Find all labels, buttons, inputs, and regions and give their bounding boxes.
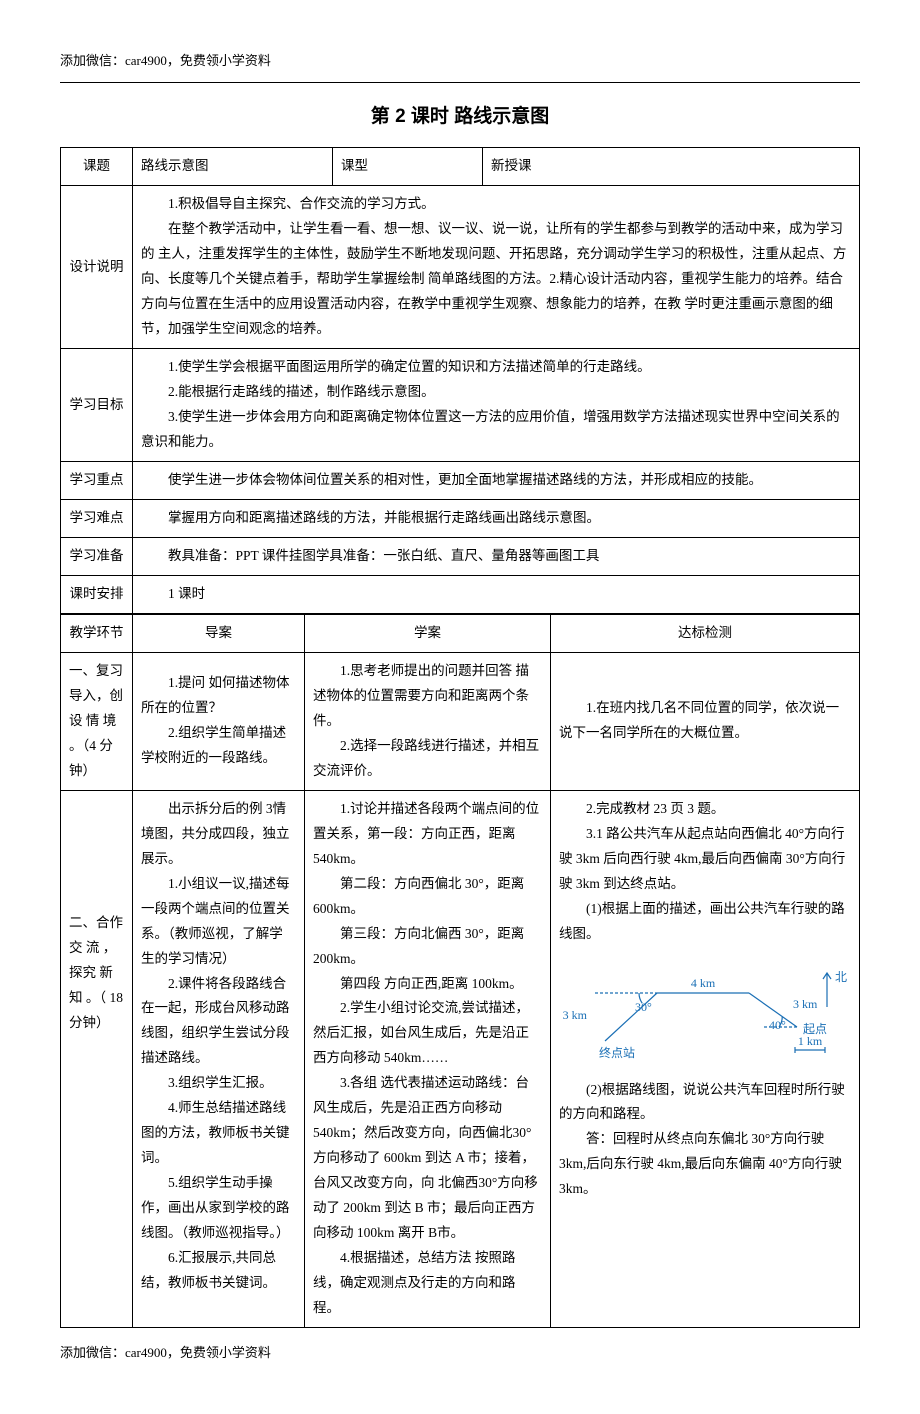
- sec2-dabiao-p2: (2)根据路线图，说说公共汽车回程时所行驶的方向和路程。 答：回程时从终点向东偏…: [559, 1078, 851, 1203]
- sec2-daoan: 出示拆分后的例 3情境图，共分成四段，独立展示。 1.小组议一议,描述每一段两个…: [133, 790, 305, 1327]
- sec1-daoan-text: 1.提问 如何描述物体所在的位置？ 2.组织学生简单描述学校附近的一段路线。: [141, 671, 296, 771]
- svg-text:3 km: 3 km: [793, 997, 818, 1011]
- header-note: 添加微信：car4900，免费领小学资料: [60, 50, 860, 72]
- table-row: 二、合作交 流 ，探究 新 知 。（ 18 分钟） 出示拆分后的例 3情境图，共…: [61, 790, 860, 1327]
- label-topic: 课题: [61, 148, 133, 186]
- sec1-xuean: 1.思考老师提出的问题并回答 描述物体的位置需要方向和距离两个条件。 2.选择一…: [305, 652, 551, 790]
- sec2-xuean-text: 1.讨论并描述各段两个端点间的位置关系，第一段：方向正西，距离 540km。 第…: [313, 797, 542, 1321]
- sec1-label: 一、复习导入，创设 情 境 。（4 分钟）: [61, 652, 133, 790]
- sec1-dabiao: 1.在班内找几名不同位置的同学，依次说一说下一名同学所在的大概位置。: [551, 652, 860, 790]
- table-row: 学习目标 1.使学生学会根据平面图运用所学的确定位置的知识和方法描述简单的行走路…: [61, 349, 860, 462]
- page-title: 第 2 课时 路线示意图: [60, 101, 860, 133]
- sec1-daoan: 1.提问 如何描述物体所在的位置？ 2.组织学生简单描述学校附近的一段路线。: [133, 652, 305, 790]
- value-difficulty: 掌握用方向和距离描述路线的方法，并能根据行走路线画出路线示意图。: [133, 500, 860, 538]
- table-row: 学习难点 掌握用方向和距离描述路线的方法，并能根据行走路线画出路线示意图。: [61, 500, 860, 538]
- label-prep: 学习准备: [61, 537, 133, 575]
- lesson-plan-table: 课题 路线示意图 课型 新授课 设计说明 1.积极倡导自主探究、合作交流的学习方…: [60, 147, 860, 614]
- label-focus: 学习重点: [61, 462, 133, 500]
- svg-text:终点站: 终点站: [599, 1045, 635, 1060]
- col-header-xuean: 学案: [305, 614, 551, 652]
- svg-text:1 km: 1 km: [798, 1034, 823, 1048]
- lesson-plan-body-table: 教学环节 导案 学案 达标检测 一、复习导入，创设 情 境 。（4 分钟） 1.…: [60, 614, 860, 1328]
- sec1-xuean-text: 1.思考老师提出的问题并回答 描述物体的位置需要方向和距离两个条件。 2.选择一…: [313, 659, 542, 784]
- svg-text:4 km: 4 km: [691, 976, 716, 990]
- design-text: 1.积极倡导自主探究、合作交流的学习方式。 在整个教学活动中，让学生看一看、想一…: [141, 192, 851, 342]
- sec2-label: 二、合作交 流 ，探究 新 知 。（ 18 分钟）: [61, 790, 133, 1327]
- value-design: 1.积极倡导自主探究、合作交流的学习方式。 在整个教学活动中，让学生看一看、想一…: [133, 186, 860, 349]
- table-row: 一、复习导入，创设 情 境 。（4 分钟） 1.提问 如何描述物体所在的位置？ …: [61, 652, 860, 790]
- label-difficulty: 学习难点: [61, 500, 133, 538]
- col-header-dabiao: 达标检测: [551, 614, 860, 652]
- table-row: 学习重点 使学生进一步体会物体间位置关系的相对性，更加全面地掌握描述路线的方法，…: [61, 462, 860, 500]
- value-type: 新授课: [483, 148, 860, 186]
- route-svg: 北4 km3 km3 km30°40°起点终点站1 km: [559, 955, 849, 1063]
- route-diagram: 北4 km3 km3 km30°40°起点终点站1 km: [559, 955, 851, 1072]
- value-goal: 1.使学生学会根据平面图运用所学的确定位置的知识和方法描述简单的行走路线。 2.…: [133, 349, 860, 462]
- value-topic: 路线示意图: [133, 148, 333, 186]
- value-time: 1 课时: [133, 575, 860, 613]
- sec2-daoan-text: 出示拆分后的例 3情境图，共分成四段，独立展示。 1.小组议一议,描述每一段两个…: [141, 797, 296, 1296]
- header-rule: [60, 82, 860, 83]
- label-env: 教学环节: [61, 614, 133, 652]
- label-type: 课型: [333, 148, 483, 186]
- table-row: 学习准备 教具准备：PPT 课件挂图学具准备：一张白纸、直尺、量角器等画图工具: [61, 537, 860, 575]
- svg-text:40°: 40°: [769, 1018, 786, 1032]
- sec2-dabiao-p1: 2.完成教材 23 页 3 题。 3.1 路公共汽车从起点站向西偏北 40°方向…: [559, 797, 851, 947]
- svg-text:3 km: 3 km: [563, 1008, 588, 1022]
- table-row: 设计说明 1.积极倡导自主探究、合作交流的学习方式。 在整个教学活动中，让学生看…: [61, 186, 860, 349]
- sec1-dabiao-text: 1.在班内找几名不同位置的同学，依次说一说下一名同学所在的大概位置。: [559, 696, 851, 746]
- label-time: 课时安排: [61, 575, 133, 613]
- value-focus: 使学生进一步体会物体间位置关系的相对性，更加全面地掌握描述路线的方法，并形成相应…: [133, 462, 860, 500]
- table-row: 课题 路线示意图 课型 新授课: [61, 148, 860, 186]
- table-row: 课时安排 1 课时: [61, 575, 860, 613]
- table-row: 教学环节 导案 学案 达标检测: [61, 614, 860, 652]
- svg-text:30°: 30°: [635, 1000, 652, 1014]
- goal-text: 1.使学生学会根据平面图运用所学的确定位置的知识和方法描述简单的行走路线。 2.…: [141, 355, 851, 455]
- sec2-dabiao: 2.完成教材 23 页 3 题。 3.1 路公共汽车从起点站向西偏北 40°方向…: [551, 790, 860, 1327]
- footer-note: 添加微信：car4900，免费领小学资料: [60, 1342, 860, 1364]
- sec2-xuean: 1.讨论并描述各段两个端点间的位置关系，第一段：方向正西，距离 540km。 第…: [305, 790, 551, 1327]
- col-header-daoan: 导案: [133, 614, 305, 652]
- label-goal: 学习目标: [61, 349, 133, 462]
- svg-text:北: 北: [835, 970, 847, 984]
- value-prep: 教具准备：PPT 课件挂图学具准备：一张白纸、直尺、量角器等画图工具: [133, 537, 860, 575]
- label-design: 设计说明: [61, 186, 133, 349]
